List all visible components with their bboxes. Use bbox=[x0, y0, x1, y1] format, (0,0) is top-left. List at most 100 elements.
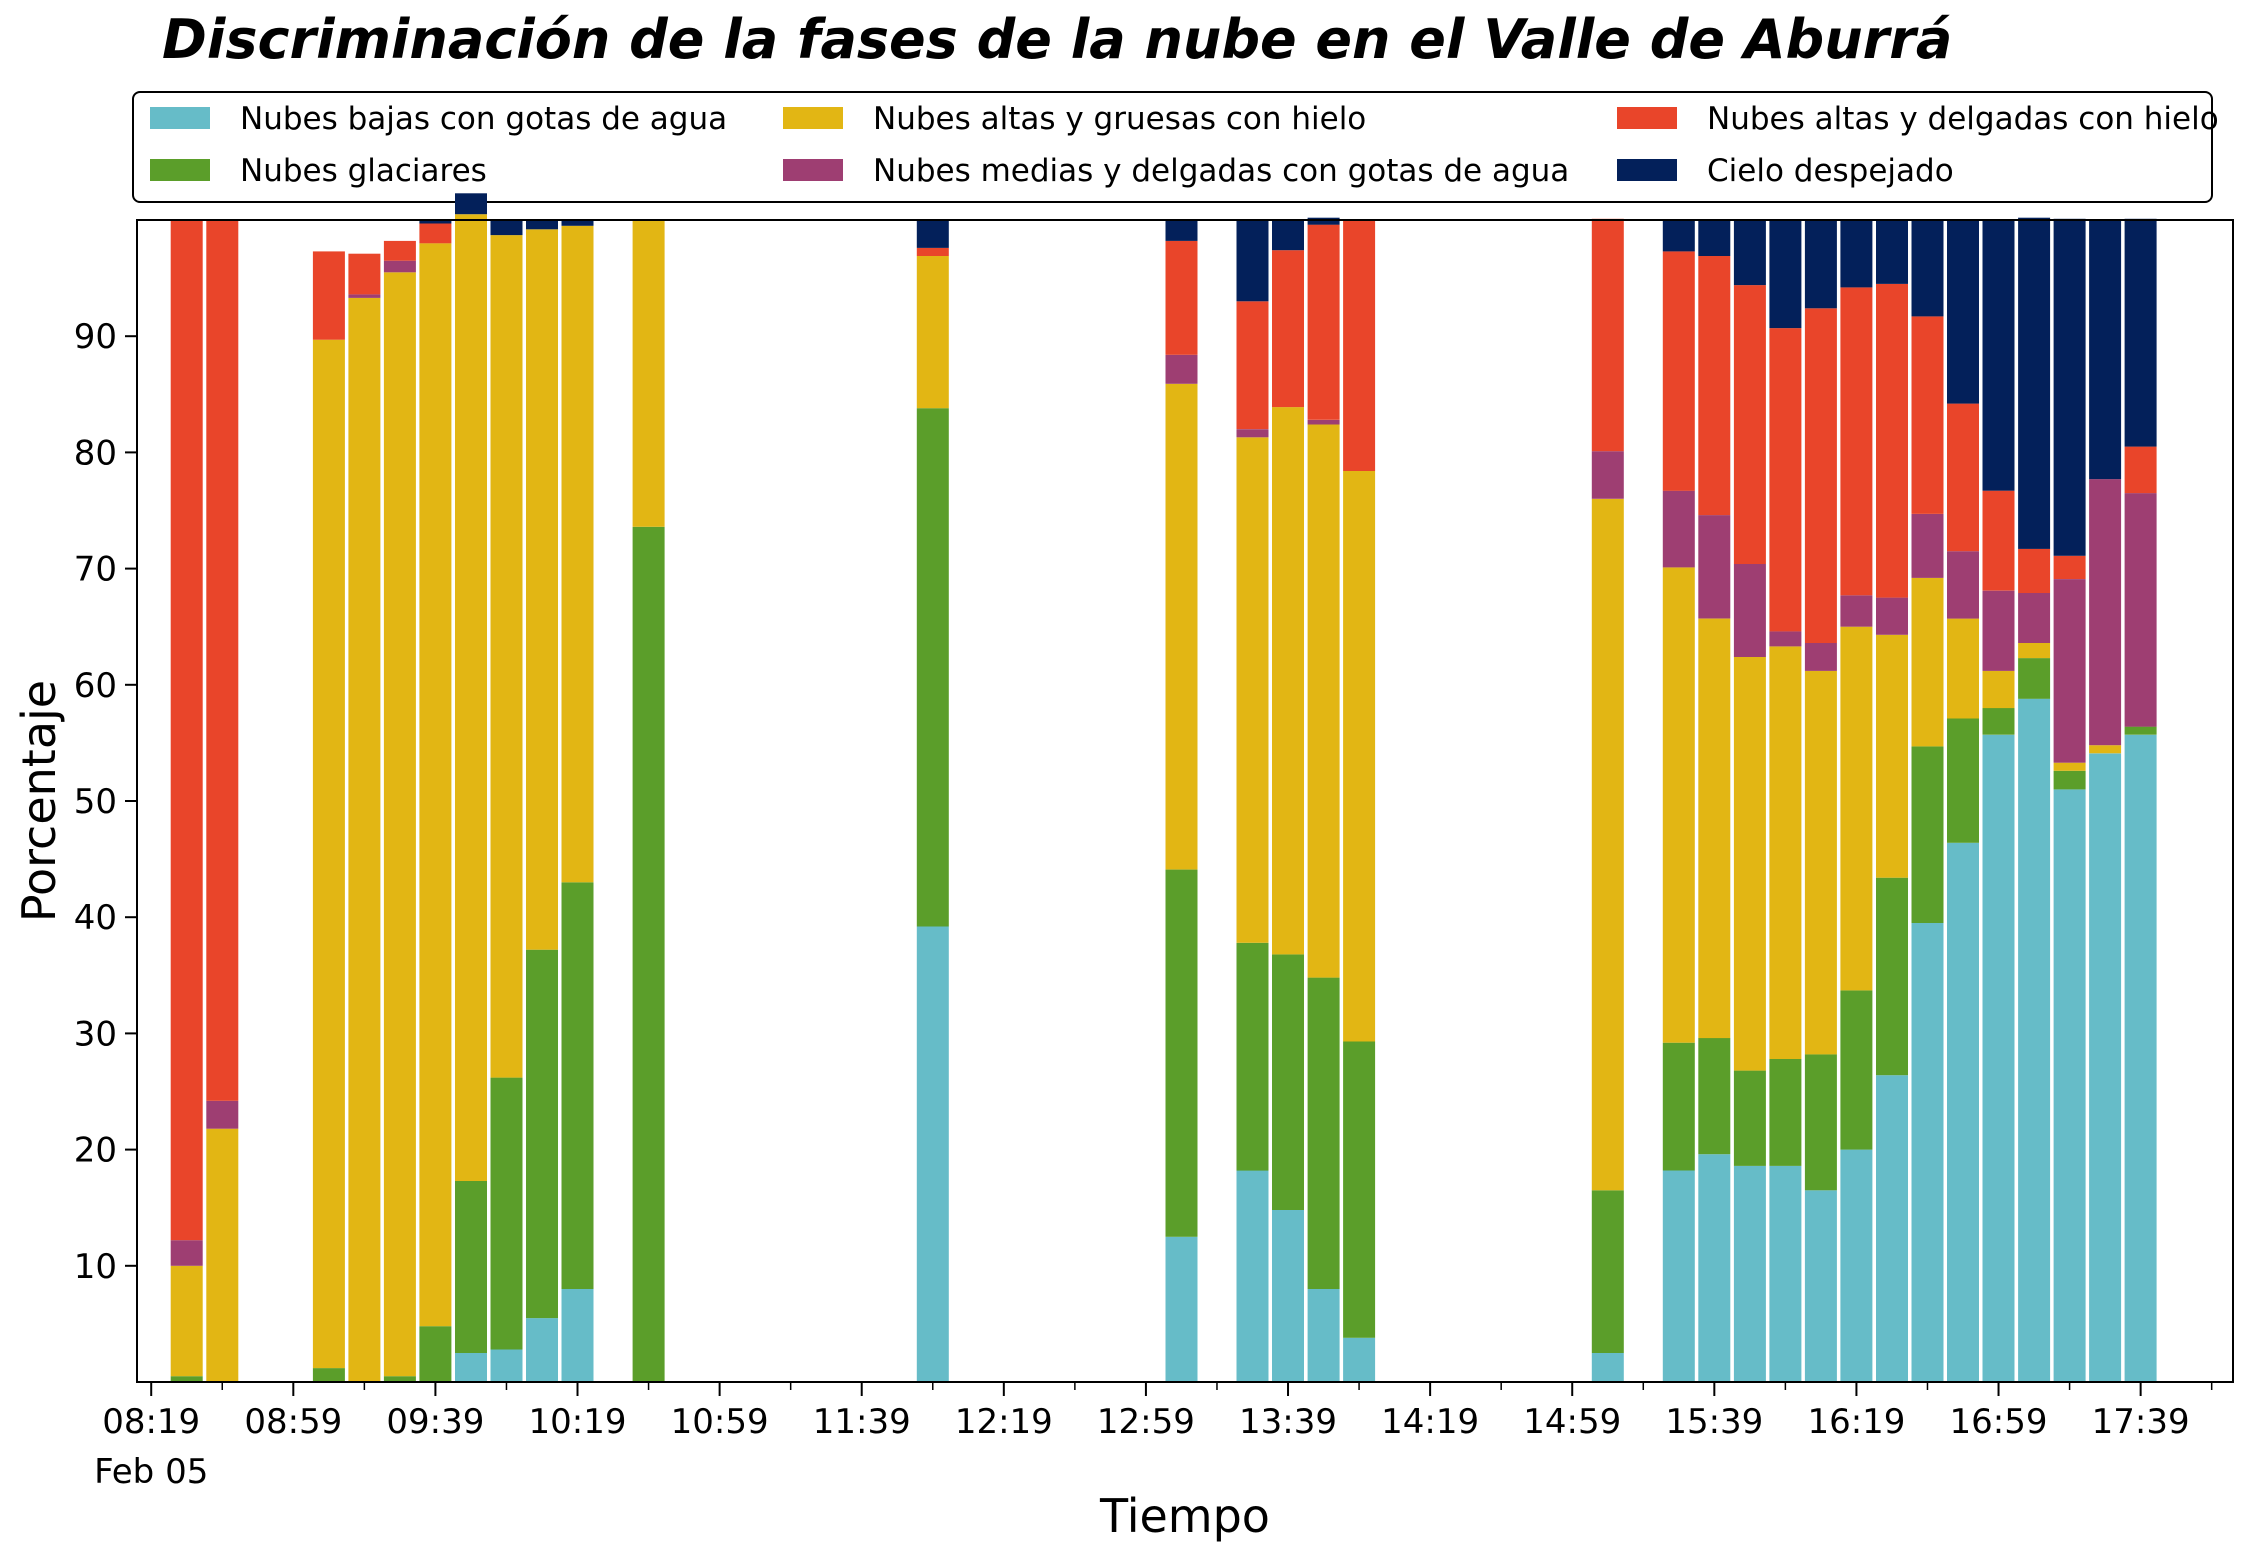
legend-swatch-cielo-despejado bbox=[1617, 159, 1677, 181]
x-axis: 08:19 08:59 09:39 10:19 10:59 11:39 12:19 12:59… bbox=[102, 1382, 2213, 1442]
bar-nubes-altas-y-delgadas-con-hielo-1329 bbox=[1236, 301, 1269, 430]
y-tick-label: 60 bbox=[74, 666, 117, 706]
bar-nubes-altas-y-delgadas-con-hielo-1349 bbox=[1307, 224, 1340, 420]
bar-cielo-despejado-1639 bbox=[1911, 220, 1944, 317]
legend-label-nubes-glaciares: Nubes glaciares bbox=[240, 153, 487, 189]
bar-cielo-despejado-0939 bbox=[419, 220, 452, 224]
legend-swatch-nubes-altas-y-gruesas-con-hielo bbox=[783, 107, 843, 129]
y-axis: 10 20 30 40 50 60 70 80 90 bbox=[74, 317, 137, 1287]
bar-nubes-bajas-con-gotas-de-agua-1339 bbox=[1272, 1210, 1304, 1382]
y-tick-label: 40 bbox=[74, 898, 117, 938]
bar-nubes-medias-y-delgadas-con-gotas-de-agua-1649 bbox=[1947, 551, 1979, 619]
bar-nubes-glaciares-1019 bbox=[561, 882, 594, 1289]
bar-cielo-despejado-1559 bbox=[1769, 220, 1802, 329]
bar-nubes-altas-y-gruesas-con-hielo-1729 bbox=[2089, 745, 2122, 754]
bar-nubes-medias-y-delgadas-con-gotas-de-agua-1509 bbox=[1591, 451, 1624, 499]
bar-cielo-despejado-1719 bbox=[2053, 218, 2086, 556]
bar-cielo-despejado-1709 bbox=[2018, 217, 2051, 549]
bar-nubes-bajas-con-gotas-de-agua-1359 bbox=[1343, 1337, 1376, 1382]
x-tick-label: 09:39 bbox=[386, 1402, 484, 1442]
x-tick-label: 14:19 bbox=[1381, 1402, 1479, 1442]
bar-nubes-altas-y-gruesas-con-hielo-0929 bbox=[383, 272, 416, 1377]
bar-cielo-despejado-0949 bbox=[455, 193, 487, 215]
bar-nubes-medias-y-delgadas-con-gotas-de-agua-0829 bbox=[170, 1240, 203, 1266]
bar-nubes-glaciares-1009 bbox=[526, 949, 558, 1319]
bar-cielo-despejado-1009 bbox=[526, 220, 558, 230]
bar-cielo-despejado-1019 bbox=[561, 220, 594, 226]
bar-nubes-bajas-con-gotas-de-agua-1159 bbox=[916, 926, 949, 1382]
bar-nubes-altas-y-gruesas-con-hielo-0829 bbox=[170, 1265, 203, 1377]
bar-nubes-altas-y-gruesas-con-hielo-1309 bbox=[1165, 383, 1198, 870]
bar-nubes-bajas-con-gotas-de-agua-1649 bbox=[1947, 842, 1979, 1382]
bar-nubes-glaciares-1629 bbox=[1876, 877, 1908, 1076]
bar-nubes-altas-y-gruesas-con-hielo-1359 bbox=[1343, 471, 1376, 1042]
bar-nubes-medias-y-delgadas-con-gotas-de-agua-0919 bbox=[348, 294, 381, 298]
bar-nubes-altas-y-gruesas-con-hielo-1039 bbox=[632, 220, 665, 527]
bar-nubes-altas-y-delgadas-con-hielo-0919 bbox=[348, 253, 381, 295]
bar-nubes-medias-y-delgadas-con-gotas-de-agua-1559 bbox=[1769, 631, 1802, 647]
bar-nubes-altas-y-delgadas-con-hielo-1719 bbox=[2053, 555, 2086, 579]
x-tick-label: 12:59 bbox=[1097, 1402, 1195, 1442]
bar-nubes-altas-y-delgadas-con-hielo-1309 bbox=[1165, 240, 1198, 355]
bar-nubes-altas-y-delgadas-con-hielo-1539 bbox=[1698, 256, 1731, 516]
bar-nubes-altas-y-delgadas-con-hielo-1549 bbox=[1733, 285, 1766, 564]
bar-nubes-altas-y-delgadas-con-hielo-1559 bbox=[1769, 328, 1802, 632]
legend-label-nubes-altas-y-delgadas-con-hielo: Nubes altas y delgadas con hielo bbox=[1707, 101, 2219, 137]
bar-nubes-bajas-con-gotas-de-agua-1329 bbox=[1236, 1170, 1269, 1382]
bar-nubes-glaciares-0959 bbox=[490, 1077, 523, 1350]
bar-nubes-glaciares-1039 bbox=[632, 526, 665, 1382]
bar-nubes-medias-y-delgadas-con-gotas-de-agua-1709 bbox=[2018, 593, 2051, 643]
bar-cielo-despejado-1309 bbox=[1165, 220, 1198, 241]
legend: Nubes bajas con gotas de agua Nubes glaci… bbox=[132, 91, 2219, 203]
bar-nubes-glaciares-1529 bbox=[1662, 1042, 1695, 1171]
bar-nubes-bajas-con-gotas-de-agua-1549 bbox=[1733, 1165, 1766, 1382]
bar-nubes-altas-y-delgadas-con-hielo-1639 bbox=[1911, 316, 1944, 514]
bar-cielo-despejado-0959 bbox=[490, 220, 523, 236]
bar-nubes-altas-y-delgadas-con-hielo-0829 bbox=[170, 220, 203, 1241]
x-tick-label: 10:19 bbox=[529, 1402, 627, 1442]
bar-nubes-altas-y-gruesas-con-hielo-0909 bbox=[312, 339, 345, 1369]
y-tick-label: 20 bbox=[74, 1131, 117, 1171]
legend-box bbox=[132, 91, 2213, 203]
bar-nubes-medias-y-delgadas-con-gotas-de-agua-1739 bbox=[2124, 493, 2157, 727]
bars-layer bbox=[170, 193, 2157, 1383]
bar-nubes-medias-y-delgadas-con-gotas-de-agua-1609 bbox=[1804, 643, 1837, 671]
y-tick-label: 10 bbox=[74, 1247, 117, 1287]
x-tick-label: 10:59 bbox=[671, 1402, 769, 1442]
bar-nubes-bajas-con-gotas-de-agua-1539 bbox=[1698, 1154, 1731, 1382]
bar-nubes-altas-y-gruesas-con-hielo-1349 bbox=[1307, 424, 1340, 978]
bar-cielo-despejado-1549 bbox=[1733, 220, 1766, 286]
legend-label-nubes-altas-y-gruesas-con-hielo: Nubes altas y gruesas con hielo bbox=[873, 101, 1366, 137]
bar-nubes-altas-y-delgadas-con-hielo-1609 bbox=[1804, 308, 1837, 643]
y-tick-label: 30 bbox=[74, 1014, 117, 1054]
bar-cielo-despejado-1729 bbox=[2089, 220, 2122, 480]
bar-nubes-bajas-con-gotas-de-agua-0949 bbox=[455, 1353, 487, 1382]
bar-nubes-bajas-con-gotas-de-agua-1559 bbox=[1769, 1165, 1802, 1382]
bar-cielo-despejado-1629 bbox=[1876, 220, 1908, 284]
bar-nubes-altas-y-delgadas-con-hielo-0939 bbox=[419, 223, 452, 244]
bar-nubes-altas-y-gruesas-con-hielo-1639 bbox=[1911, 577, 1944, 747]
bar-nubes-altas-y-delgadas-con-hielo-0929 bbox=[383, 240, 416, 261]
bar-nubes-altas-y-gruesas-con-hielo-1649 bbox=[1947, 618, 1979, 719]
legend-label-nubes-medias-y-delgadas-con-gotas-de-agua: Nubes medias y delgadas con gotas de agu… bbox=[873, 153, 1569, 189]
bar-nubes-bajas-con-gotas-de-agua-1619 bbox=[1840, 1149, 1873, 1382]
bar-nubes-altas-y-delgadas-con-hielo-1509 bbox=[1591, 218, 1624, 452]
bar-cielo-despejado-1339 bbox=[1272, 220, 1304, 251]
bar-nubes-altas-y-gruesas-con-hielo-1509 bbox=[1591, 498, 1624, 1191]
bar-cielo-despejado-1159 bbox=[916, 220, 949, 248]
bar-nubes-glaciares-1709 bbox=[2018, 658, 2051, 699]
bar-nubes-bajas-con-gotas-de-agua-1009 bbox=[526, 1318, 558, 1382]
legend-label-nubes-bajas-con-gotas-de-agua: Nubes bajas con gotas de agua bbox=[240, 101, 727, 137]
bar-nubes-altas-y-gruesas-con-hielo-0839 bbox=[206, 1128, 239, 1382]
x-tick-label: 12:19 bbox=[955, 1402, 1053, 1442]
x-tick-label: 16:59 bbox=[1950, 1402, 2048, 1442]
bar-nubes-altas-y-gruesas-con-hielo-1719 bbox=[2053, 762, 2086, 771]
x-tick-label: 08:59 bbox=[244, 1402, 342, 1442]
x-tick-label: 14:59 bbox=[1523, 1402, 1621, 1442]
x-tick-label: 08:19 bbox=[102, 1402, 200, 1442]
bar-nubes-medias-y-delgadas-con-gotas-de-agua-1629 bbox=[1876, 597, 1908, 635]
bar-nubes-bajas-con-gotas-de-agua-1729 bbox=[2089, 753, 2122, 1382]
bar-cielo-despejado-1529 bbox=[1662, 220, 1695, 252]
bar-nubes-glaciares-1509 bbox=[1591, 1190, 1624, 1353]
x-date-label: Feb 05 bbox=[94, 1452, 208, 1492]
